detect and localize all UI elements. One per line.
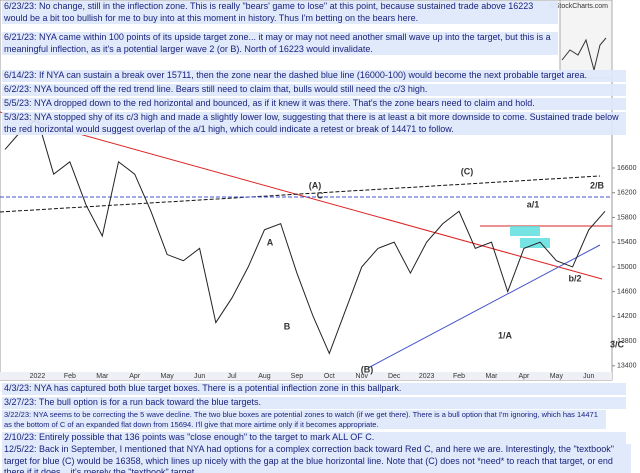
- price-line: [4, 117, 606, 355]
- annotation: 5/3/23: NYA stopped shy of its c/3 high …: [2, 112, 626, 135]
- annotation: 6/14/23: If NYA can sustain a break over…: [2, 70, 626, 82]
- wave-label: 2/B: [590, 180, 605, 190]
- y-tick-label: 15000: [617, 264, 637, 271]
- x-tick-label: 2022: [30, 373, 46, 380]
- annotation: 6/2/23: NYA bounced off the red trend li…: [2, 84, 626, 96]
- plot-frame: [0, 0, 613, 381]
- annotation: 2/10/23: Entirely possible that 136 poin…: [2, 432, 626, 444]
- x-tick-label: Feb: [453, 373, 465, 380]
- source: ©StockCharts.com: [550, 2, 609, 10]
- x-tick-label: Jun: [583, 373, 594, 380]
- x-tick-label: Dec: [388, 373, 401, 380]
- target-box: [510, 226, 540, 236]
- y-tick-label: 14600: [617, 288, 637, 295]
- y-tick-label: 13400: [617, 363, 637, 370]
- wave-label: 1/A: [498, 330, 513, 340]
- red-trend-line: [0, 111, 603, 280]
- y-tick-label: 15800: [617, 214, 637, 221]
- blue-trend-line: [367, 244, 601, 369]
- x-tick-label: Apr: [518, 373, 530, 380]
- x-tick-label: May: [161, 373, 175, 380]
- y-tick-label: 16200: [617, 190, 637, 197]
- wave-label: 3/C: [610, 339, 625, 349]
- x-tick-label: Jul: [228, 373, 237, 380]
- x-tick-label: Feb: [64, 373, 76, 380]
- annotation: 6/23/23: No change, still in the inflect…: [2, 1, 558, 24]
- wave-label: B: [284, 321, 291, 331]
- y-tick-label: 16600: [617, 165, 637, 172]
- annotation: 6/21/23: NYA came within 100 points of i…: [2, 32, 558, 55]
- wave-label: b/2: [568, 273, 581, 283]
- x-tick-label: Apr: [129, 373, 141, 380]
- wave-label: (B): [361, 364, 374, 374]
- annotation: 3/22/23: NYA seems to be correcting the …: [2, 410, 606, 429]
- y-tick-label: 13800: [617, 338, 637, 345]
- wave-label: C: [317, 190, 324, 200]
- x-tick-label: 2023: [419, 373, 435, 380]
- target-box: [520, 238, 550, 248]
- annotation: 3/27/23: The bull option is for a run ba…: [2, 397, 626, 409]
- wave-label: (C): [461, 166, 474, 176]
- x-tick-label: May: [550, 373, 564, 380]
- wave-label: (A): [309, 180, 322, 190]
- inset-line: [561, 37, 607, 71]
- x-tick-label: Aug: [258, 373, 271, 380]
- x-tick-label: Sep: [291, 373, 304, 380]
- y-tick-label: 14200: [617, 313, 637, 320]
- wave-label: a/1: [527, 199, 540, 209]
- black-dashed-line: [0, 175, 601, 213]
- annotation: 5/5/23: NYA dropped down to the red hori…: [2, 98, 626, 110]
- x-tick-label: Oct: [324, 373, 335, 380]
- x-tick-label: Nov: [356, 373, 369, 380]
- x-tick-label: Mar: [485, 373, 498, 380]
- x-tick-label: Mar: [96, 373, 109, 380]
- x-tick-label: Jun: [194, 373, 205, 380]
- annotation: 12/5/22: Back in September, I mentioned …: [2, 444, 631, 473]
- wave-label: A: [267, 237, 274, 247]
- annotation: 4/3/23: NYA has captured both blue targe…: [2, 383, 626, 395]
- indicator-panel: [0, 372, 612, 380]
- y-tick-label: 15400: [617, 239, 637, 246]
